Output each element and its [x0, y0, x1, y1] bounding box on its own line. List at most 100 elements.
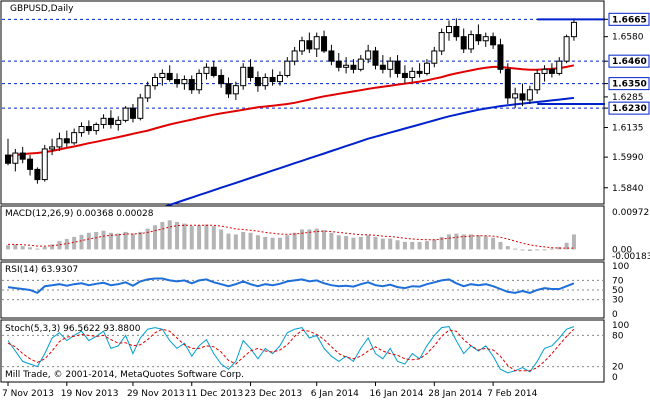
macd-bar [20, 246, 25, 250]
macd-bar [160, 221, 165, 250]
rsi-tick-label: 0 [612, 310, 618, 320]
macd-bar [226, 233, 231, 250]
candle-body [210, 66, 217, 76]
candle-body [365, 50, 372, 60]
macd-bar [248, 232, 253, 250]
candle-body [460, 36, 467, 50]
candle-body [563, 36, 570, 62]
macd-bar [395, 240, 400, 250]
candles [5, 18, 577, 184]
candle-body [570, 21, 577, 38]
candle-body [276, 74, 283, 83]
candle-body [19, 152, 26, 160]
macd-bar [564, 242, 569, 250]
rsi-line [7, 277, 575, 295]
macd-bar [424, 241, 429, 250]
candle-body [196, 72, 203, 91]
stochastic-tick-label: 80 [612, 331, 624, 341]
candle-body [512, 93, 519, 99]
candle-body [137, 97, 144, 119]
macd-bar [542, 249, 547, 251]
candle-body [181, 79, 188, 85]
candle-body [438, 32, 445, 52]
time-tick-label: 23 Dec 2013 [245, 389, 302, 399]
macd-bar [255, 235, 260, 250]
macd-tick-label: -0.00183 [612, 252, 650, 262]
candle-body [446, 25, 452, 34]
horizontal-levels [2, 18, 605, 109]
macd-bar [307, 229, 312, 250]
macd-bar [417, 241, 422, 250]
price-pane-frame [0, 0, 605, 205]
time-tick-label: 6 Jan 2014 [311, 389, 359, 399]
macd-bar [64, 239, 69, 250]
candle-body [100, 117, 107, 125]
macd-bar [432, 239, 437, 250]
candle-body [78, 126, 85, 134]
macd-bar [101, 230, 106, 250]
candle-body [357, 58, 364, 70]
candle-body [482, 36, 489, 42]
macd-bar [527, 249, 532, 252]
candle-body [152, 77, 158, 87]
price-pane[interactable]: GBPUSD,Daily 1.66651.65801.64601.63501.6… [0, 0, 650, 255]
candle-body [240, 66, 247, 87]
candle-body [475, 34, 482, 42]
candle-body [541, 68, 548, 74]
macd-bar [116, 233, 121, 250]
time-axis[interactable]: 7 Nov 2013 19 Nov 2013 29 Nov 2013 11 Dec 2… [2, 382, 538, 399]
stochastic-pane[interactable]: Stoch(5,3,3) 96.5622 93.8800 Mill Trade,… [0, 319, 629, 383]
macd-bar [366, 235, 371, 250]
macd-bar [439, 236, 444, 250]
candle-body [27, 158, 34, 170]
candle-body [247, 66, 254, 78]
macd-bar [476, 235, 481, 250]
candle-body [504, 68, 511, 99]
macd-tick-label: 0.00 [612, 245, 632, 255]
macd-bar [94, 231, 99, 250]
price-tick-label: 1.6135 [612, 124, 644, 134]
candle-body [188, 79, 195, 91]
candle-body [548, 68, 555, 74]
candle-body [409, 70, 416, 78]
candle-body [34, 168, 41, 181]
candle-body [519, 93, 526, 101]
macd-bar [447, 234, 451, 250]
time-tick-label: 29 Nov 2013 [127, 389, 185, 399]
price-tag [608, 12, 650, 26]
candle-body [468, 34, 475, 50]
price-tick-label: 1.5840 [612, 184, 644, 194]
candle-body [372, 50, 379, 66]
macd-pane[interactable]: MACD(12,26,9) 0.00368 0.00028 0.009720.0… [0, 205, 650, 262]
macd-bar [108, 232, 113, 250]
candle-body [232, 85, 239, 95]
trend-lines[interactable] [537, 18, 605, 106]
candle-body [556, 60, 563, 74]
time-tick-label: 7 Feb 2014 [487, 389, 538, 399]
candle-body [174, 79, 181, 85]
candle-body [291, 50, 298, 62]
candle-body [453, 25, 460, 38]
macd-bar [197, 225, 202, 250]
macd-bar [351, 237, 356, 250]
macd-bar [189, 226, 194, 250]
price-tick-label: 1.6350 [612, 80, 647, 90]
macd-bar [322, 230, 327, 250]
macd-signal-line [8, 224, 574, 249]
price-tick-label: 1.5990 [612, 153, 644, 163]
macd-bar [410, 241, 415, 250]
candle-body [490, 36, 497, 46]
candle-body [12, 152, 19, 164]
macd-bar [145, 228, 150, 250]
macd-bar [270, 237, 275, 250]
macd-bar [520, 249, 525, 251]
macd-bar [300, 229, 304, 250]
candle-body [41, 148, 48, 181]
candle-body [5, 154, 11, 164]
candle-body [416, 70, 423, 74]
candle-body [262, 77, 269, 87]
